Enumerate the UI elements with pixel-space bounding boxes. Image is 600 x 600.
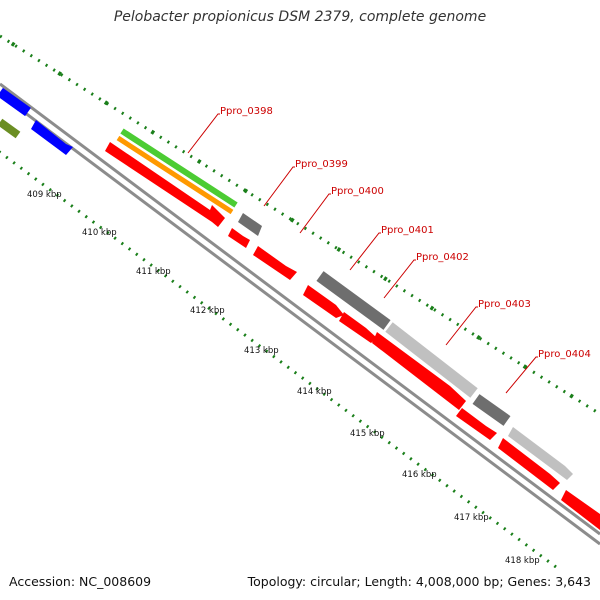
outer-tick-dots [0,34,600,416]
kbp-label-417: 417 kbp [454,513,489,523]
kbp-label-414: 414 kbp [297,387,332,397]
gene-ppro-0401[interactable] [316,271,391,330]
leader-ppro-0403 [445,306,478,346]
inner-tick-dots [0,150,560,568]
backbone-line-outer [0,82,600,536]
gene-labels: Ppro_0398 Ppro_0399 Ppro_0400 Ppro_0401 … [220,106,591,360]
gene-ppro-0402[interactable] [385,322,478,398]
gene-olive[interactable] [0,118,21,139]
label-ppro-0403[interactable]: Ppro_0403 [478,299,531,310]
cds-ppro-0405[interactable] [561,490,600,530]
cds-ppro-0399[interactable] [228,228,250,248]
label-ppro-0399[interactable]: Ppro_0399 [295,159,348,170]
genome-backbone [0,82,600,546]
label-leaders [187,113,538,394]
leader-ppro-0404 [505,356,538,394]
cds-track [105,142,600,530]
outer-major-ticks [0,34,600,416]
gene-ppro-0398-green[interactable] [120,128,238,208]
label-ppro-0400[interactable]: Ppro_0400 [331,186,384,197]
kbp-label-418: 418 kbp [505,556,540,566]
outer-tick-ring [0,34,600,416]
cds-ppro-0403b[interactable] [456,408,497,440]
cds-ppro-0403[interactable] [372,332,466,410]
kbp-label-411: 411 kbp [136,267,171,277]
label-ppro-0401[interactable]: Ppro_0401 [381,225,434,236]
leader-ppro-0402 [383,259,416,299]
gene-ppro-0399[interactable] [238,213,262,236]
genome-summary-text: Topology: circular; Length: 4,008,000 bp… [247,574,591,589]
kbp-label-412: 412 kbp [190,306,225,316]
label-ppro-0402[interactable]: Ppro_0402 [416,252,469,263]
kbp-labels: 409 kbp 410 kbp 411 kbp 412 kbp 413 kbp … [27,190,540,566]
leader-ppro-0401 [349,232,381,271]
accession-text: Accession: NC_008609 [9,574,152,589]
backbone-line-inner [0,92,600,546]
cds-ppro-0404[interactable] [498,438,560,490]
kbp-label-409: 409 kbp [27,190,62,200]
gene-ppro-0403[interactable] [472,394,511,426]
inner-ruler [0,150,560,568]
label-ppro-0398[interactable]: Ppro_0398 [220,106,273,117]
label-ppro-0404[interactable]: Ppro_0404 [538,349,591,360]
kbp-label-410: 410 kbp [82,228,117,238]
gene-ppro-0398-orange[interactable] [116,135,234,215]
map-title: Pelobacter propionicus DSM 2379, complet… [113,9,487,25]
cds-ppro-0402[interactable] [339,312,377,343]
leader-ppro-0399 [263,166,295,207]
leader-ppro-0400 [299,193,331,234]
gene-blue-1[interactable] [0,87,31,117]
kbp-label-415: 415 kbp [350,429,385,439]
leader-ppro-0398 [187,113,220,154]
cds-ppro-0398[interactable] [105,142,225,227]
kbp-label-416: 416 kbp [402,470,437,480]
cds-ppro-0400[interactable] [253,246,297,280]
cds-ppro-0401[interactable] [303,285,344,318]
outer-feature-track [0,87,573,480]
kbp-label-413: 413 kbp [244,346,279,356]
gene-blue-2[interactable] [31,120,73,155]
gene-ppro-0404[interactable] [508,427,573,480]
